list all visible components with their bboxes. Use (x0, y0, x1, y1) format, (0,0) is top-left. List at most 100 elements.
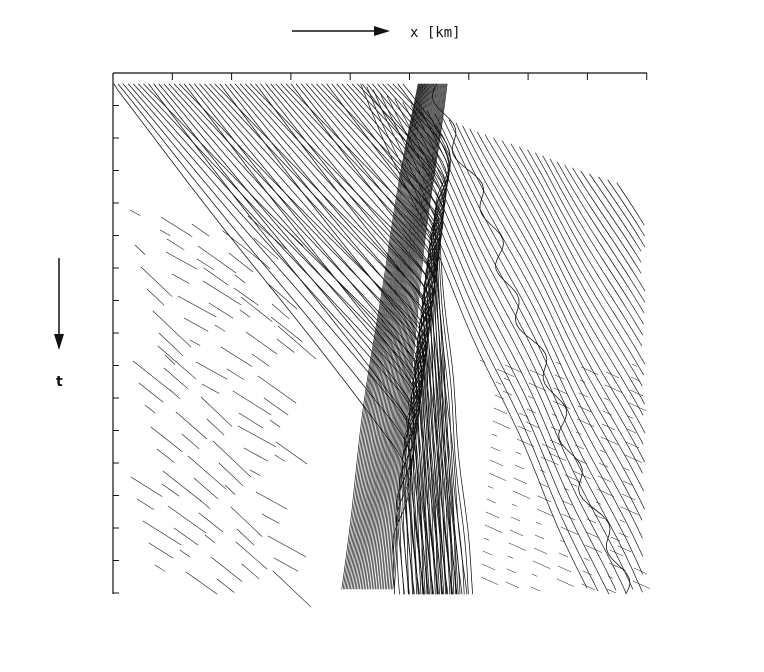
queue-trajectory (359, 83, 428, 590)
vehicle-trajectory (295, 83, 438, 595)
broken-trajectory-segment (238, 412, 264, 429)
scatter-trajectory-fragment (503, 377, 510, 381)
scatter-trajectory-fragment (575, 431, 582, 435)
broken-trajectory-segment (277, 325, 317, 360)
scatter-trajectory-fragment (617, 545, 632, 553)
scatter-trajectory-fragment (607, 575, 614, 579)
scatter-trajectory-fragment (550, 426, 561, 432)
downstream-trajectory (418, 107, 643, 557)
scatter-trajectory-fragment (631, 363, 638, 367)
scatter-trajectory-fragment (532, 560, 551, 569)
broken-trajectory-segment (204, 534, 216, 544)
downstream-trajectory (527, 149, 643, 347)
vehicle-trajectory (199, 83, 427, 595)
downstream-trajectory (572, 167, 642, 274)
vehicle-trajectory (133, 83, 419, 595)
scatter-trajectory-fragment (479, 359, 486, 363)
broken-trajectory-segment (203, 267, 229, 286)
broken-trajectory-segment (220, 346, 253, 367)
scatter-trajectory-fragment (496, 368, 515, 377)
scatter-trajectory-fragment (564, 474, 583, 483)
broken-trajectory-segment (241, 563, 260, 580)
scatter-trajectory-fragment (530, 586, 541, 592)
scatter-trajectory-fragment (596, 488, 615, 497)
broken-trajectory-segment (239, 309, 251, 318)
broken-trajectory-segment (265, 281, 298, 310)
scatter-trajectory-fragment (605, 371, 620, 379)
scatter-trajectory-fragment (584, 544, 603, 553)
scatter-trajectory-fragment (517, 425, 532, 433)
scatter-trajectory-fragment (606, 588, 617, 594)
scatter-trajectory-fragment (577, 405, 592, 413)
scatter-trajectory-fragment (534, 534, 545, 540)
broken-trajectory-segment (240, 296, 273, 322)
vehicle-trajectory (113, 83, 410, 595)
broken-trajectory-segment (140, 266, 173, 297)
broken-trajectory-segment (167, 505, 207, 534)
broken-trajectory-segment (148, 542, 174, 559)
broken-trajectory-segment (210, 556, 243, 582)
vehicle-trajectory (148, 83, 415, 595)
broken-trajectory-segment (156, 448, 175, 463)
scatter-trajectory-fragment (494, 394, 505, 400)
broken-trajectory-segment (130, 476, 163, 497)
downstream-trajectory (519, 146, 646, 365)
vehicle-trajectory (117, 83, 413, 595)
queue-trajectory (353, 83, 425, 590)
downstream-trajectory (379, 92, 617, 591)
broken-trajectory-segment (181, 433, 200, 450)
scatter-trajectory-fragment (563, 487, 570, 491)
downstream-trajectory (598, 176, 646, 248)
broken-trajectory-segment (158, 332, 184, 357)
scatter-trajectory-fragment (626, 428, 637, 434)
scatter-trajectory-fragment (538, 482, 549, 488)
broken-trajectory-segment (173, 527, 199, 546)
downstream-trajectory (607, 179, 645, 237)
scatter-trajectory-fragment (516, 438, 535, 447)
downstream-trajectory (441, 116, 645, 510)
scatter-trajectory-fragment (598, 462, 609, 468)
scatter-trajectory-fragment (515, 451, 522, 455)
queue-trajectory (390, 83, 446, 590)
scatter-trajectory-fragment (537, 495, 552, 503)
scatter-trajectory-fragment (485, 511, 500, 519)
broken-trajectory-segment (196, 258, 215, 270)
scatter-trajectory-fragment (558, 552, 569, 558)
scatter-trajectory-fragment (527, 395, 534, 399)
scatter-trajectory-fragment (481, 563, 496, 571)
broken-trajectory-segment (235, 541, 268, 570)
queue-trajectory (360, 83, 429, 590)
scatter-trajectory-fragment (581, 583, 596, 591)
scatter-trajectory-fragment (504, 364, 523, 373)
scatter-trajectory-fragment (529, 369, 544, 377)
scatter-trajectory-fragment (579, 379, 586, 383)
scatter-trajectory-fragment (495, 381, 502, 385)
queue-trajectory (387, 83, 444, 590)
broken-trajectory-segment (270, 316, 303, 342)
queue-trajectory (368, 83, 433, 590)
queue-trajectory (379, 83, 439, 590)
broken-trajectory-segment (245, 331, 278, 355)
broken-trajectory-segment (197, 245, 237, 274)
broken-trajectory-segment (171, 273, 190, 284)
scatter-trajectory-fragment (484, 524, 503, 533)
vehicle-trajectory (122, 83, 415, 595)
scatter-trajectory-fragment (603, 397, 610, 401)
broken-trajectory-segment (189, 339, 201, 346)
downstream-trajectory (462, 125, 645, 463)
scatter-trajectory-fragment (609, 549, 624, 557)
scatter-trajectory-fragment (628, 402, 647, 411)
queue-trajectory (348, 83, 423, 590)
broken-trajectory-segment (164, 354, 176, 365)
broken-trajectory-segment (276, 338, 295, 353)
scatter-trajectory-fragment (502, 390, 513, 396)
broken-trajectory-segment (200, 396, 233, 427)
broken-trajectory-segment (166, 238, 185, 250)
queue-trajectory (370, 83, 434, 590)
scatter-trajectory-fragment (505, 581, 520, 589)
broken-trajectory-segment (199, 499, 211, 509)
scatter-trajectory-fragment (531, 573, 538, 577)
vehicle-trajectories (113, 83, 651, 608)
broken-trajectory-segment (154, 564, 166, 572)
vehicle-trajectory (219, 83, 425, 595)
